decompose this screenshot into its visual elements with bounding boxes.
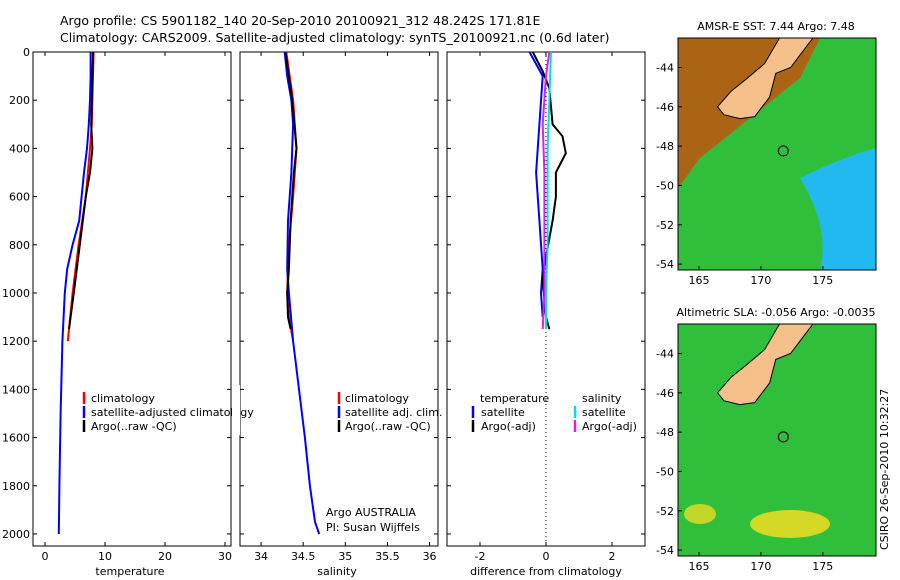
legend-argo: Argo(..raw -QC) bbox=[345, 420, 431, 433]
legend-group-salinity: salinity bbox=[582, 392, 622, 405]
legend-temp-argo: Argo(-adj) bbox=[481, 420, 536, 433]
land-mass bbox=[716, 37, 814, 120]
map-lon-label: 165 bbox=[689, 274, 710, 287]
map-lat-label: -50 bbox=[656, 179, 674, 192]
y-tick-label: 0 bbox=[23, 46, 30, 59]
x-tick-label: 20 bbox=[158, 550, 172, 563]
map-lat-label: -50 bbox=[656, 465, 674, 478]
series-line-temperature-satellite bbox=[528, 51, 544, 318]
float-pi-annotation: PI: Susan Wijffels bbox=[326, 521, 420, 534]
series-line-argo-raw-qc- bbox=[68, 51, 94, 330]
y-tick-label: 200 bbox=[9, 94, 30, 107]
y-tick-label: 2000 bbox=[2, 528, 30, 541]
map-lat-label: -46 bbox=[656, 387, 674, 400]
legend-satellite: satellite-adjusted climatology bbox=[91, 406, 254, 419]
x-tick-label: 0 bbox=[543, 550, 550, 563]
legend-sal-satellite: satellite bbox=[582, 406, 626, 419]
x-tick-label: 35 bbox=[338, 550, 352, 563]
map-frame bbox=[677, 323, 877, 557]
salinity-xlabel: salinity bbox=[317, 565, 357, 578]
y-tick-label: 800 bbox=[9, 239, 30, 252]
y-tick-label: 1400 bbox=[2, 383, 30, 396]
land-mass bbox=[716, 323, 814, 406]
y-tick-label: 400 bbox=[9, 142, 30, 155]
map-lat-label: -54 bbox=[656, 258, 674, 271]
x-tick-label: 2 bbox=[609, 550, 616, 563]
sst-map-title: AMSR-E SST: 7.44 Argo: 7.48 bbox=[697, 20, 855, 33]
series-line-satellite-adjusted-climatology bbox=[57, 52, 92, 535]
legend-clip-mask bbox=[232, 385, 240, 435]
series-line-satellite-adj-clim- bbox=[283, 51, 321, 535]
map-lat-label: -44 bbox=[656, 347, 674, 360]
map-frame bbox=[677, 37, 877, 271]
map-lat-label: -52 bbox=[656, 219, 674, 232]
x-tick-label: 36 bbox=[423, 550, 437, 563]
y-tick-label: 1600 bbox=[2, 432, 30, 445]
x-tick-label: -2 bbox=[475, 550, 486, 563]
profile-location-marker bbox=[777, 431, 789, 443]
x-tick-label: 34 bbox=[254, 550, 268, 563]
timestamp-stamp: CSIRO 26-Sep-2010 10:32:27 bbox=[878, 389, 891, 550]
x-tick-label: 35.5 bbox=[375, 550, 400, 563]
temperature-xlabel: temperature bbox=[95, 565, 164, 578]
map-lon-label: 175 bbox=[812, 560, 833, 573]
legend-temp-satellite: satellite bbox=[481, 406, 525, 419]
temperature-legend: climatology satellite-adjusted climatolo… bbox=[82, 392, 254, 433]
sla-positive-patch bbox=[750, 510, 830, 538]
y-tick-label: 1000 bbox=[2, 287, 30, 300]
legend-sal-argo: Argo(-adj) bbox=[582, 420, 637, 433]
difference-plot: -2 0 2 bbox=[447, 51, 645, 563]
sla-map-title: Altimetric SLA: -0.056 Argo: -0.0035 bbox=[677, 306, 876, 319]
map-lat-label: -44 bbox=[656, 61, 674, 74]
map-lon-label: 170 bbox=[750, 560, 771, 573]
profile-location-marker bbox=[777, 145, 789, 157]
temperature-axes bbox=[32, 51, 232, 547]
figure-title-line2: Climatology: CARS2009. Satellite-adjuste… bbox=[60, 30, 610, 45]
y-tick-label: 1800 bbox=[2, 480, 30, 493]
x-tick-label: 0 bbox=[42, 550, 49, 563]
legend-group-temperature: temperature bbox=[480, 392, 549, 405]
map-lat-label: -52 bbox=[656, 505, 674, 518]
map-lat-label: -48 bbox=[656, 426, 674, 439]
legend-argo: Argo(..raw -QC) bbox=[91, 420, 177, 433]
map-lon-label: 170 bbox=[750, 274, 771, 287]
x-tick-label: 30 bbox=[218, 550, 232, 563]
map-lat-label: -46 bbox=[656, 101, 674, 114]
salinity-axes bbox=[239, 51, 439, 547]
legend-satellite: satellite adj. clim. bbox=[345, 406, 442, 419]
series-line-salinity-argo-adj- bbox=[541, 51, 551, 330]
series-line-argo-raw-qc- bbox=[284, 51, 298, 330]
sla_map: -44 -46 -48 -50 -52 -54 165 170 175 bbox=[656, 323, 877, 573]
y-tick-label: 1200 bbox=[2, 335, 30, 348]
y-tick-label: 600 bbox=[9, 191, 30, 204]
float-owner-annotation: Argo AUSTRALIA bbox=[326, 506, 416, 519]
map-lat-label: -48 bbox=[656, 140, 674, 153]
x-tick-label: 10 bbox=[98, 550, 112, 563]
difference-xlabel: difference from climatology bbox=[470, 565, 622, 578]
map-lon-label: 165 bbox=[689, 560, 710, 573]
map-lon-label: 175 bbox=[812, 274, 833, 287]
salinity-legend: climatology satellite adj. clim. Argo(..… bbox=[337, 392, 442, 433]
figure-title-line1: Argo profile: CS 5901182_140 20-Sep-2010… bbox=[60, 13, 540, 28]
map-lat-label: -54 bbox=[656, 544, 674, 557]
difference-legend: temperature satellite Argo(-adj) salinit… bbox=[471, 392, 637, 433]
salinity-plot: 34 34.5 35 35.5 36 bbox=[240, 51, 438, 563]
sst_map: -44 -46 -48 -50 -52 -54 165 170 175 bbox=[656, 37, 877, 287]
sst-cool-patch bbox=[800, 148, 876, 270]
legend-climatology: climatology bbox=[91, 392, 155, 405]
series-line-salinity-satellite bbox=[545, 51, 552, 330]
temperature-plot: 0 200 400 600 800 1000 1200 1400 1600 1800 2000 0 10… bbox=[2, 46, 232, 563]
sla-positive-patch bbox=[684, 504, 716, 524]
x-tick-label: 34.5 bbox=[291, 550, 316, 563]
legend-climatology: climatology bbox=[345, 392, 409, 405]
